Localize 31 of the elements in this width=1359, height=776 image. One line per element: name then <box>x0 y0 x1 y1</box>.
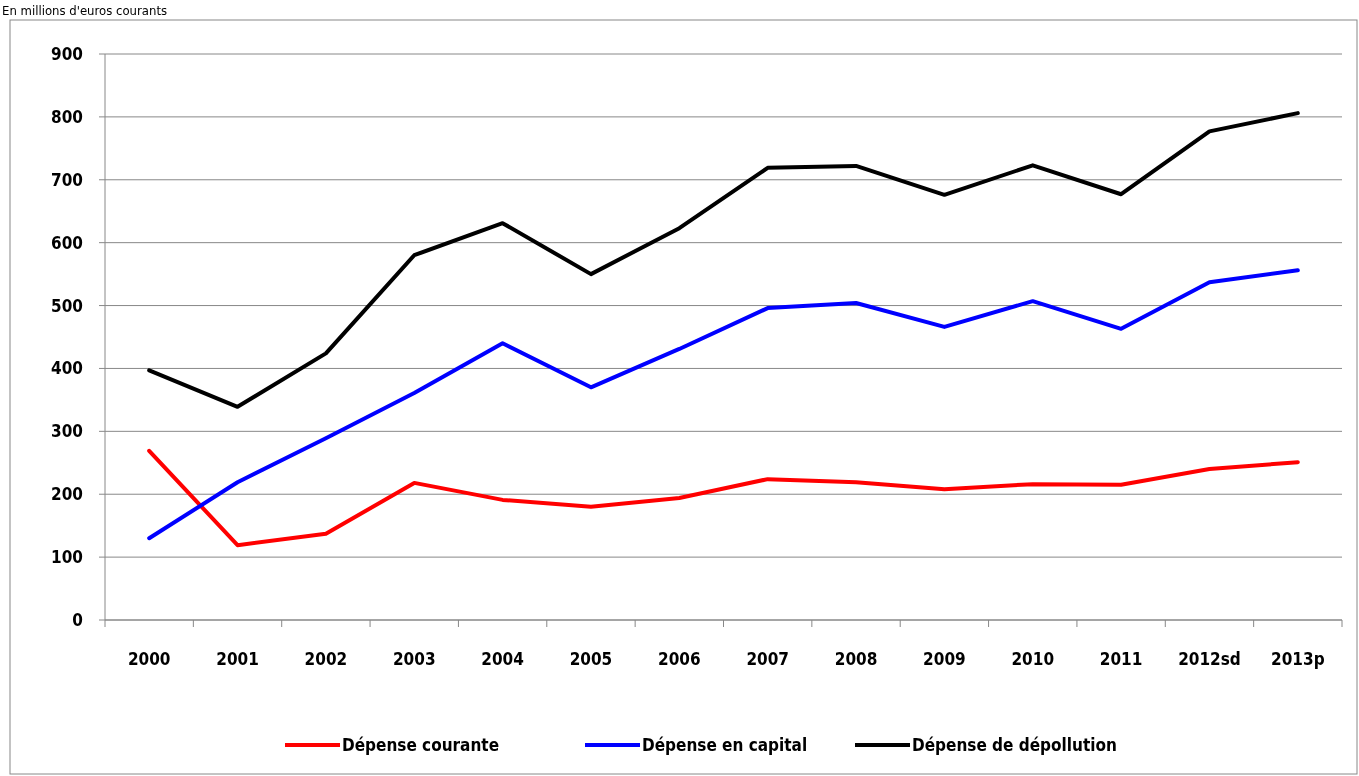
y-tick-label: 200 <box>51 484 83 505</box>
y-tick-label: 300 <box>51 421 83 442</box>
legend-label: Dépense courante <box>342 734 500 755</box>
x-tick-label: 2006 <box>658 649 701 669</box>
x-tick-label: 2001 <box>216 649 259 669</box>
y-tick-label: 800 <box>51 106 83 127</box>
x-tick-label: 2011 <box>1099 649 1143 669</box>
legend-label: Dépense de dépollution <box>912 734 1117 755</box>
y-tick-label: 100 <box>51 547 83 568</box>
x-tick-label: 2000 <box>127 649 171 669</box>
y-tick-label: 0 <box>72 609 83 630</box>
y-tick-label: 900 <box>51 43 83 64</box>
chart-subtitle: En millions d'euros courants <box>2 3 168 18</box>
x-tick-label: 2003 <box>392 649 436 669</box>
x-tick-label: 2004 <box>481 649 524 669</box>
line-series <box>147 448 1300 548</box>
x-tick-label: 2008 <box>834 649 878 669</box>
y-tick-label: 500 <box>51 295 83 316</box>
x-tick-label: 2009 <box>923 649 966 669</box>
x-tick-label: 2012sd <box>1178 649 1241 669</box>
x-tick-label: 2007 <box>746 649 789 669</box>
x-tick-label: 2002 <box>304 649 348 669</box>
y-tick-label: 400 <box>51 358 83 379</box>
legend-label: Dépense en capital <box>642 734 808 755</box>
line-series <box>147 268 1300 541</box>
x-tick-label: 2005 <box>569 649 613 669</box>
y-tick-label: 600 <box>51 232 83 253</box>
y-tick-label: 700 <box>51 169 83 190</box>
x-tick-label: 2013p <box>1271 649 1325 669</box>
x-tick-label: 2010 <box>1011 649 1055 669</box>
line-series <box>147 111 1300 409</box>
